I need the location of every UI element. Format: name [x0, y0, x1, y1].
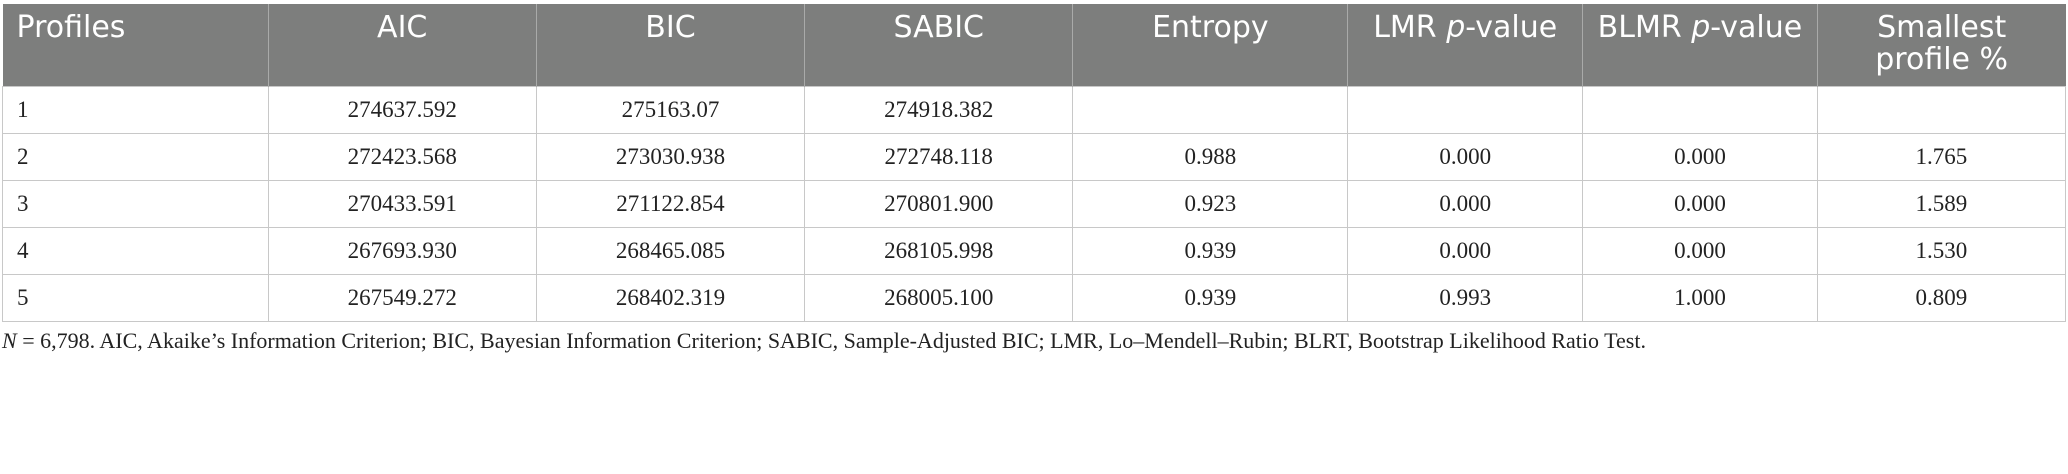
- cell-smallest-profile: 1.765: [1816, 132, 2067, 181]
- table-row: 4 267693.930 268465.085 268105.998 0.939…: [2, 226, 2067, 275]
- cell-sabic: 268105.998: [804, 226, 1074, 275]
- header-bic: BIC: [536, 4, 806, 86]
- cell-blmr-p: 0.000: [1582, 226, 1818, 275]
- table-row: 3 270433.591 271122.854 270801.900 0.923…: [2, 179, 2067, 228]
- header-entropy: Entropy: [1072, 4, 1349, 86]
- cell-bic: 273030.938: [535, 132, 806, 181]
- cell-blmr-p: 0.000: [1582, 179, 1818, 228]
- cell-bic: 268465.085: [535, 226, 806, 275]
- header-lmr-p-value: LMR p-value: [1347, 4, 1584, 86]
- header-aic: AIC: [268, 4, 537, 86]
- cell-bic: 275163.07: [535, 85, 806, 134]
- cell-lmr-p: 0.000: [1347, 132, 1584, 181]
- cell-smallest-profile: 1.589: [1816, 179, 2067, 228]
- cell-aic: 270433.591: [267, 179, 537, 228]
- footnote-text: = 6,798. AIC, Akaike’s Information Crite…: [16, 328, 1646, 353]
- header-row: Profiles AIC BIC SABIC Entropy LMR p-val…: [2, 4, 2066, 86]
- cell-lmr-p: 0.993: [1347, 273, 1584, 322]
- cell-lmr-p: 0.000: [1347, 179, 1584, 228]
- header-profiles: Profiles: [2, 4, 269, 86]
- cell-sabic: 268005.100: [804, 273, 1074, 322]
- cell-aic: 272423.568: [267, 132, 537, 181]
- cell-bic: 271122.854: [535, 179, 806, 228]
- cell-sabic: 270801.900: [804, 179, 1074, 228]
- cell-aic: 267549.272: [267, 273, 537, 322]
- model-fit-table: Profiles AIC BIC SABIC Entropy LMR p-val…: [2, 4, 2067, 322]
- cell-entropy: 0.988: [1072, 132, 1349, 181]
- cell-profile: 4: [2, 226, 269, 275]
- cell-sabic: 274918.382: [804, 85, 1074, 134]
- cell-profile: 2: [2, 132, 269, 181]
- cell-smallest-profile: 0.809: [1816, 273, 2067, 322]
- cell-profile: 1: [2, 85, 269, 134]
- cell-entropy: 0.939: [1072, 226, 1349, 275]
- cell-entropy: 0.923: [1072, 179, 1349, 228]
- header-blmr-p-value: BLMR p-value: [1582, 4, 1818, 86]
- header-smallest-profile: Smallest profile %: [1817, 4, 2066, 86]
- cell-lmr-p: [1347, 85, 1584, 134]
- cell-blmr-p: 0.000: [1582, 132, 1818, 181]
- cell-aic: 274637.592: [267, 85, 537, 134]
- table-footnote: N = 6,798. AIC, Akaike’s Information Cri…: [2, 328, 1646, 354]
- cell-smallest-profile: [1816, 85, 2067, 134]
- table-row: 1 274637.592 275163.07 274918.382: [2, 85, 2067, 134]
- header-sabic: SABIC: [804, 4, 1074, 86]
- cell-blmr-p: [1582, 85, 1818, 134]
- cell-entropy: 0.939: [1072, 273, 1349, 322]
- cell-entropy: [1072, 85, 1349, 134]
- table-row: 2 272423.568 273030.938 272748.118 0.988…: [2, 132, 2067, 181]
- cell-sabic: 272748.118: [804, 132, 1074, 181]
- cell-blmr-p: 1.000: [1582, 273, 1818, 322]
- cell-profile: 5: [2, 273, 269, 322]
- footnote-n-symbol: N: [2, 328, 17, 353]
- cell-profile: 3: [2, 179, 269, 228]
- cell-smallest-profile: 1.530: [1816, 226, 2067, 275]
- cell-bic: 268402.319: [535, 273, 806, 322]
- cell-aic: 267693.930: [267, 226, 537, 275]
- cell-lmr-p: 0.000: [1347, 226, 1584, 275]
- table-row: 5 267549.272 268402.319 268005.100 0.939…: [2, 273, 2067, 322]
